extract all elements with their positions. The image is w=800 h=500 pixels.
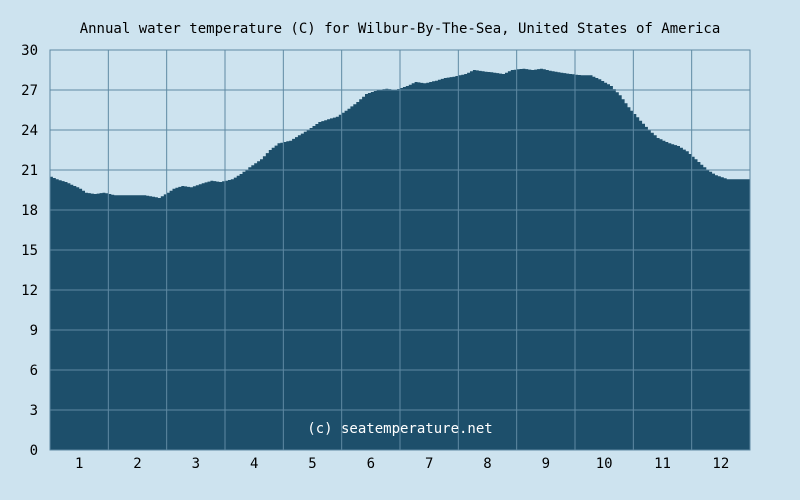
chart-title: Annual water temperature (C) for Wilbur-… — [80, 21, 721, 37]
y-tick-label: 9 — [30, 323, 38, 339]
x-tick-label: 4 — [250, 456, 258, 472]
x-tick-label: 8 — [483, 456, 491, 472]
y-tick-label: 6 — [30, 363, 38, 379]
x-tick-label: 6 — [367, 456, 375, 472]
x-axis-tick-labels: 1 2 3 4 5 6 7 8 9 10 11 12 — [75, 456, 729, 472]
x-tick-label: 5 — [308, 456, 316, 472]
y-tick-label: 3 — [30, 403, 38, 419]
y-tick-label: 30 — [21, 43, 38, 59]
x-tick-label: 7 — [425, 456, 433, 472]
y-axis-tick-labels: 0 3 6 9 12 15 18 21 24 27 30 — [21, 43, 38, 459]
x-tick-label: 9 — [542, 456, 550, 472]
y-tick-label: 12 — [21, 283, 38, 299]
plot-frame — [49, 49, 751, 451]
grid-lines — [49, 49, 751, 451]
watermark-text: (c) seatemperature.net — [307, 421, 492, 437]
x-tick-label: 3 — [192, 456, 200, 472]
y-tick-label: 0 — [30, 443, 38, 459]
y-tick-label: 21 — [21, 163, 38, 179]
y-tick-label: 15 — [21, 243, 38, 259]
y-tick-label: 18 — [21, 203, 38, 219]
x-tick-label: 2 — [133, 456, 141, 472]
x-tick-label: 10 — [596, 456, 613, 472]
y-tick-label: 27 — [21, 83, 38, 99]
x-tick-label: 1 — [75, 456, 83, 472]
x-tick-label: 12 — [712, 456, 729, 472]
y-tick-label: 24 — [21, 123, 38, 139]
x-tick-label: 11 — [654, 456, 671, 472]
